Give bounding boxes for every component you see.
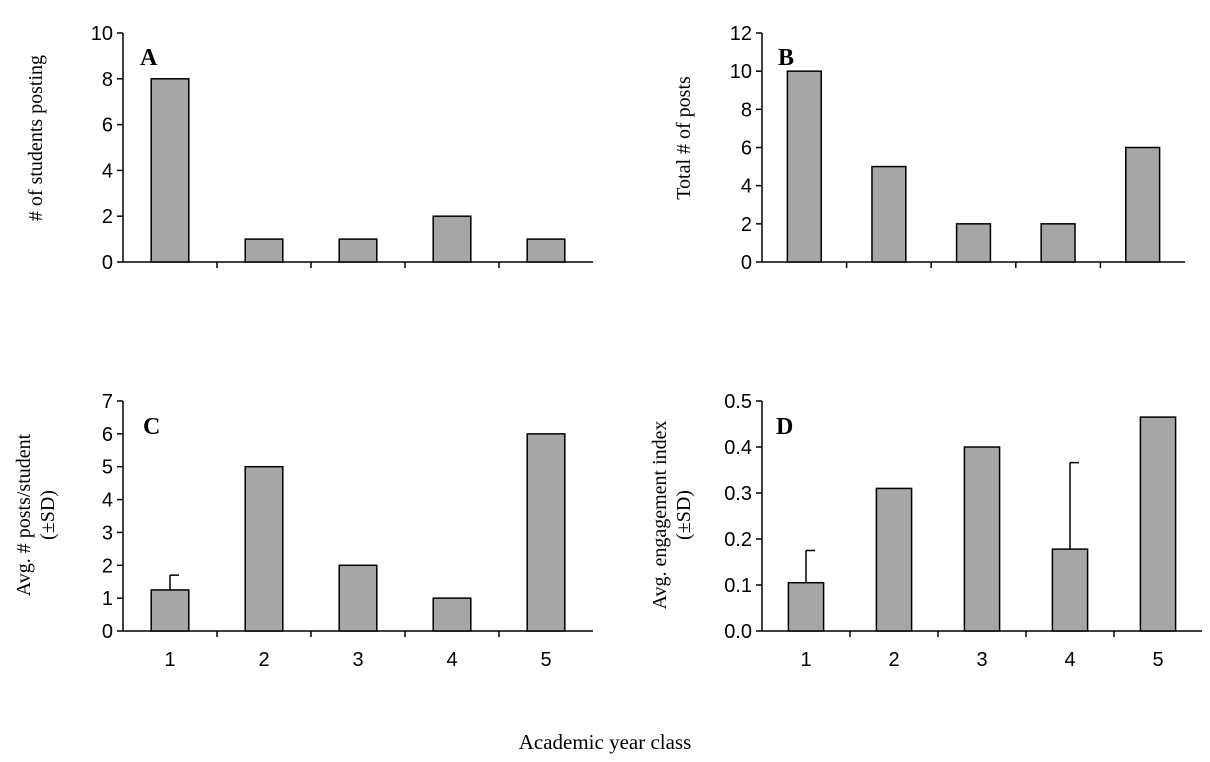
bar-a-2: [244, 238, 284, 263]
y-tick-label-b: 6: [741, 138, 752, 160]
bar-d-4: [1051, 548, 1089, 632]
x-tick-label-d: 2: [888, 649, 899, 671]
bar-b-4: [1040, 223, 1076, 263]
bar-a-5: [526, 238, 566, 263]
y-tick-label-c: 3: [102, 522, 113, 544]
x-tick-label-c: 3: [352, 649, 363, 671]
bar-c-2: [244, 465, 284, 632]
y-tick-label-c: 4: [102, 490, 113, 512]
y-tick-label-b: 2: [741, 214, 752, 236]
x-tick-label-c: 4: [446, 649, 457, 671]
panel-label-a: A: [140, 45, 158, 71]
x-tick-label-d: 1: [800, 649, 811, 671]
bar-a-4: [432, 215, 472, 263]
y-tick-label-d: 0.4: [724, 437, 752, 459]
x-tick-label-d: 5: [1152, 649, 1163, 671]
bar-c-1: [150, 589, 190, 632]
y-tick-label-a: 8: [102, 69, 113, 91]
x-tick-label-d: 3: [976, 649, 987, 671]
y-tick-label-c: 6: [102, 424, 113, 446]
y-tick-label-b: 4: [741, 176, 752, 198]
bar-d-2: [875, 487, 913, 632]
y-tick-label-a: 4: [102, 160, 113, 182]
y-axis-label-a: # of students posting: [25, 55, 47, 221]
y-tick-label-d: 0.2: [724, 529, 752, 551]
bar-c-4: [432, 597, 472, 632]
x-tick-label-c: 2: [258, 649, 269, 671]
x-tick-label-d: 4: [1064, 649, 1075, 671]
bar-b-5: [1125, 146, 1161, 263]
panel-label-b: B: [778, 45, 794, 71]
bar-b-2: [871, 165, 907, 263]
y-tick-label-b: 10: [730, 61, 752, 83]
y-axis-label-c: (±SD): [37, 490, 59, 540]
bar-b-1: [786, 70, 822, 263]
y-tick-label-d: 0.0: [724, 621, 752, 643]
x-axis-title: Academic year class: [519, 730, 692, 754]
y-axis-label-d: Avg. engagement index: [649, 420, 671, 609]
bar-d-3: [963, 446, 1001, 632]
panel-label-d: D: [776, 414, 793, 440]
y-tick-label-d: 0.3: [724, 483, 752, 505]
y-tick-label-c: 7: [102, 391, 113, 413]
y-tick-label-c: 0: [102, 621, 113, 643]
y-axis-label-b: Total # of posts: [673, 76, 695, 200]
y-tick-label-c: 5: [102, 457, 113, 479]
y-tick-label-b: 8: [741, 99, 752, 121]
y-tick-label-b: 0: [741, 252, 752, 274]
bar-a-3: [338, 238, 378, 263]
y-tick-label-a: 6: [102, 115, 113, 137]
x-tick-label-c: 1: [164, 649, 175, 671]
bar-c-5: [526, 433, 566, 632]
bar-c-3: [338, 564, 378, 632]
y-tick-label-a: 0: [102, 252, 113, 274]
x-tick-label-c: 5: [540, 649, 551, 671]
y-tick-label-a: 2: [102, 206, 113, 228]
bar-b-3: [955, 223, 992, 263]
y-tick-label-b: 12: [730, 23, 752, 45]
y-tick-label-d: 0.5: [724, 391, 752, 413]
y-tick-label-c: 1: [102, 588, 113, 610]
bar-d-1: [787, 581, 825, 632]
y-tick-label-c: 2: [102, 555, 113, 577]
y-tick-label-a: 10: [91, 23, 113, 45]
panel-label-c: C: [143, 414, 160, 440]
bar-a-1: [150, 78, 190, 263]
y-tick-label-d: 0.1: [724, 575, 752, 597]
y-axis-label-c: Avg. # posts/student: [13, 433, 35, 596]
bar-d-5: [1139, 416, 1177, 632]
y-axis-label-d: (±SD): [673, 490, 695, 540]
